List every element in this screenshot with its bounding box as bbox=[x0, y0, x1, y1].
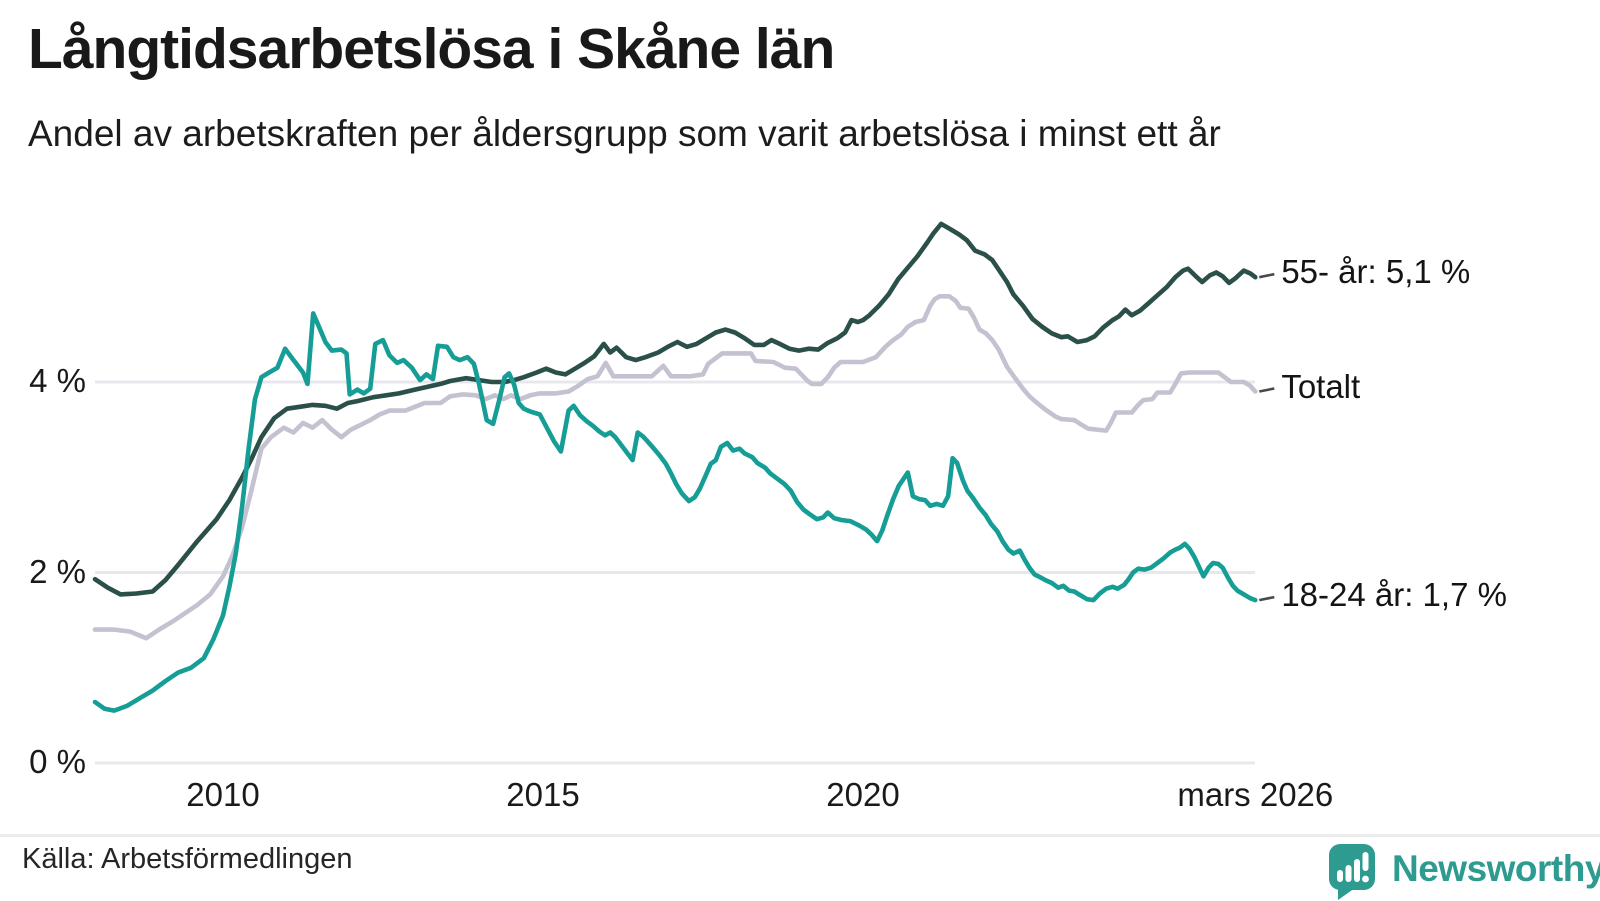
line-label-total: Totalt bbox=[1281, 367, 1361, 405]
source-text: Källa: Arbetsförmedlingen bbox=[22, 843, 353, 875]
y-axis-tick-4: 4 % bbox=[29, 362, 86, 400]
page-subtitle: Andel av arbetskraften per åldersgrupp s… bbox=[28, 113, 1221, 154]
label-tick-total bbox=[1259, 387, 1275, 393]
label-tick-18-24 bbox=[1259, 595, 1275, 602]
brand-logo-icon bbox=[1329, 844, 1375, 900]
x-axis-tick-2020: 2020 bbox=[826, 776, 900, 813]
y-axis-tick-2: 2 % bbox=[29, 552, 86, 590]
x-axis-tick-2010: 2010 bbox=[186, 776, 260, 813]
series-line-18-24 bbox=[92, 311, 1258, 713]
x-axis-tick-2015: 2015 bbox=[506, 776, 580, 813]
line-label-18-24: 18-24 år: 1,7 % bbox=[1281, 576, 1507, 614]
y-axis-tick-0: 0 % bbox=[29, 743, 86, 781]
footer-divider bbox=[0, 834, 1600, 837]
series-line-total bbox=[92, 293, 1258, 641]
label-tick-55 bbox=[1259, 272, 1275, 279]
line-label-55: 55- år: 5,1 % bbox=[1281, 253, 1471, 291]
brand-name: Newsworthy bbox=[1392, 848, 1600, 889]
x-axis-tick-mars-2026: mars 2026 bbox=[1177, 776, 1334, 813]
page-title: Långtidsarbetslösa i Skåne län bbox=[28, 17, 835, 81]
series-line-55 bbox=[92, 221, 1258, 597]
